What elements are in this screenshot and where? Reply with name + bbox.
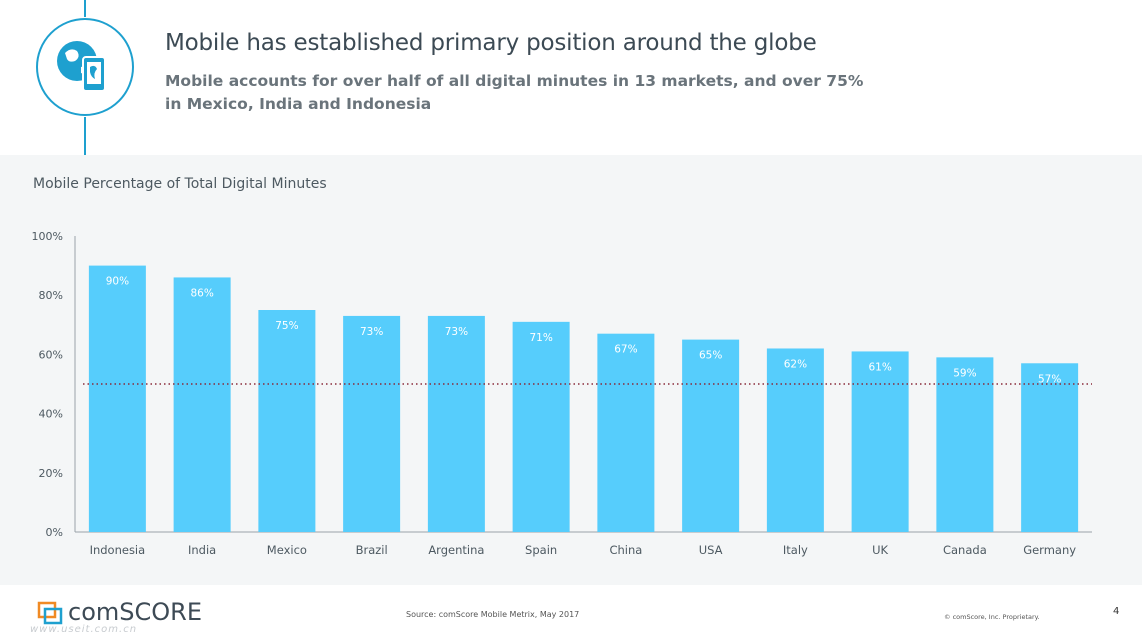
logo-connector: [84, 117, 86, 155]
y-tick-label: 40%: [39, 408, 63, 421]
data-label: 59%: [953, 367, 976, 379]
bar: [258, 310, 316, 532]
page-number: 4: [1113, 606, 1120, 617]
x-tick-label: Germany: [1023, 543, 1076, 557]
copyright: © comScore, Inc. Proprietary.: [944, 613, 1040, 621]
y-tick-label: 100%: [32, 230, 63, 243]
bar: [88, 265, 146, 532]
bar: [936, 357, 994, 532]
y-tick-label: 60%: [39, 348, 63, 361]
y-tick-label: 80%: [39, 289, 63, 302]
x-tick-label: Indonesia: [90, 543, 146, 557]
x-tick-label: Mexico: [267, 543, 307, 557]
data-label: 61%: [868, 361, 891, 373]
x-tick-label: UK: [872, 543, 888, 557]
bar: [512, 321, 570, 532]
bar: [766, 348, 824, 532]
brand-name: comSCORE: [68, 598, 202, 626]
bar: [343, 315, 401, 532]
data-label: 73%: [445, 326, 468, 338]
data-label: 90%: [106, 276, 129, 288]
bar: [427, 315, 485, 532]
globe-mobile-icon: [36, 18, 134, 116]
x-tick-label: Canada: [943, 543, 987, 557]
x-tick-label: Italy: [783, 543, 808, 557]
x-tick-label: India: [188, 543, 216, 557]
data-label: 67%: [614, 344, 637, 356]
bar: [173, 277, 231, 532]
data-label: 57%: [1038, 373, 1061, 385]
watermark: www.useit.com.cn: [30, 624, 138, 635]
comscore-logo-icon: [35, 601, 65, 627]
x-tick-label: Argentina: [428, 543, 484, 557]
data-label: 86%: [190, 287, 213, 299]
data-label: 75%: [275, 320, 298, 332]
source-note: Source: comScore Mobile Metrix, May 2017: [406, 610, 580, 619]
logo-connector-top: [84, 0, 86, 17]
y-tick-label: 0%: [46, 526, 63, 539]
page-subtitle: Mobile accounts for over half of all dig…: [165, 72, 864, 113]
y-tick-label: 20%: [39, 467, 63, 480]
data-label: 62%: [784, 358, 807, 370]
data-label: 73%: [360, 326, 383, 338]
bar: [1021, 363, 1079, 532]
header: [0, 0, 1142, 155]
x-tick-label: Brazil: [356, 543, 388, 557]
chart-title: Mobile Percentage of Total Digital Minut…: [33, 176, 327, 192]
data-label: 71%: [529, 332, 552, 344]
bar: [851, 351, 909, 532]
data-label: 65%: [699, 350, 722, 362]
page-title: Mobile has established primary position …: [165, 30, 817, 56]
x-tick-label: Spain: [525, 543, 557, 557]
x-tick-label: USA: [699, 543, 723, 557]
x-tick-label: China: [609, 543, 642, 557]
bar: [682, 339, 740, 532]
bar: [597, 333, 655, 532]
